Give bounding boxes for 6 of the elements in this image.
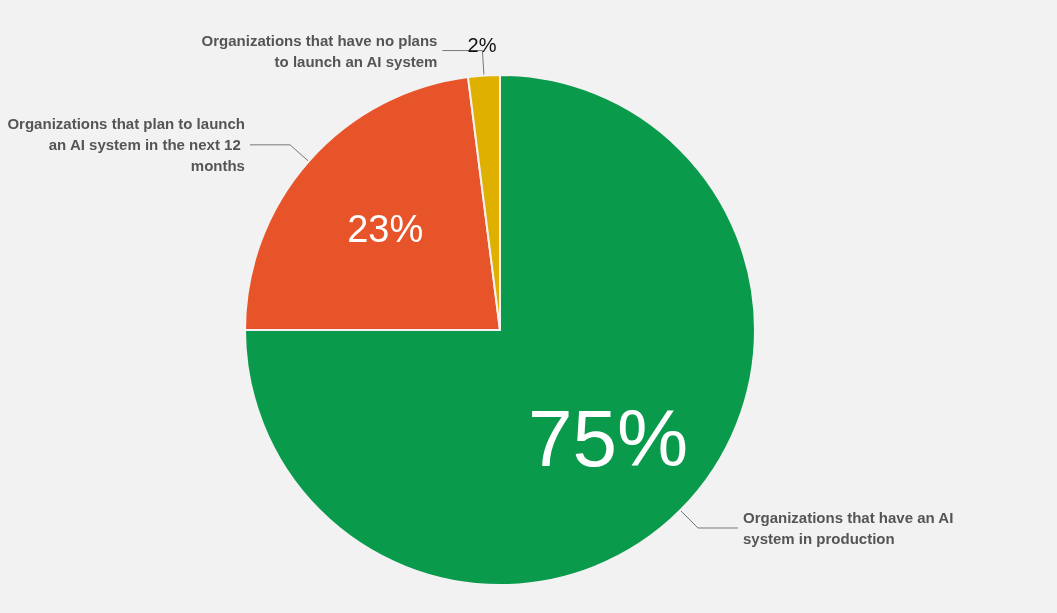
slice-label: Organizations that plan to launch an AI system in the next 12 months [7,115,245,175]
slice-label: Organizations that have an AI system in production [742,508,958,547]
slice-label: Organizations that have no plans to launch an AI system [201,31,438,70]
data-label: 23% [347,207,424,250]
data-label: 2% [467,33,497,56]
data-label: 75% [528,393,689,483]
